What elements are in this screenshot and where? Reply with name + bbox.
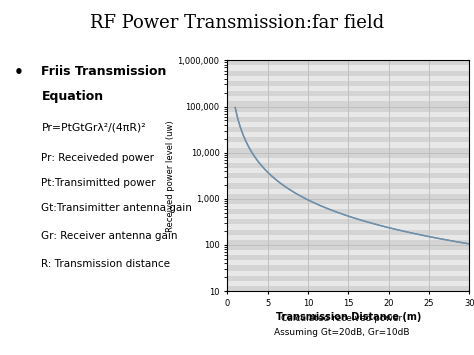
Bar [227, 214, 469, 219]
Bar [227, 137, 469, 142]
Bar [227, 142, 469, 148]
Bar [227, 219, 469, 224]
Bar [227, 102, 469, 106]
Bar [227, 65, 469, 71]
Bar [227, 76, 469, 81]
Bar [227, 245, 469, 250]
Bar [227, 286, 469, 291]
Text: Pt:Transimitted power: Pt:Transimitted power [42, 178, 156, 188]
Text: R: Transmission distance: R: Transmission distance [42, 259, 171, 269]
Bar [227, 271, 469, 276]
Text: Calculated received power: Calculated received power [281, 314, 402, 323]
Bar [227, 276, 469, 281]
Text: Equation: Equation [42, 91, 104, 103]
Text: Assuming Gt=20dB, Gr=10dB: Assuming Gt=20dB, Gr=10dB [273, 328, 409, 337]
Bar [227, 240, 469, 245]
Text: Friis Transmission: Friis Transmission [42, 65, 167, 78]
Bar [227, 158, 469, 163]
Bar [227, 230, 469, 235]
Bar [227, 281, 469, 286]
Bar [227, 255, 469, 260]
Text: Gr: Receiver antenna gain: Gr: Receiver antenna gain [42, 231, 178, 241]
Bar [227, 86, 469, 91]
Bar [227, 96, 469, 102]
Y-axis label: Received power level (uw): Received power level (uw) [166, 120, 175, 231]
Bar [227, 194, 469, 199]
Bar [227, 81, 469, 86]
X-axis label: Transmission Distance (m): Transmission Distance (m) [275, 312, 421, 322]
Bar [227, 91, 469, 96]
Bar [227, 199, 469, 204]
Text: RF Power Transmission:far field: RF Power Transmission:far field [90, 14, 384, 32]
Bar [227, 250, 469, 255]
Bar [227, 173, 469, 178]
Bar [227, 178, 469, 184]
Bar [227, 117, 469, 122]
Bar [227, 111, 469, 117]
Bar [227, 148, 469, 153]
Text: Pr=PtGtGrλ²/(4πR)²: Pr=PtGtGrλ²/(4πR)² [42, 123, 146, 133]
Bar [227, 106, 469, 111]
Bar [227, 184, 469, 189]
Bar [227, 122, 469, 127]
Bar [227, 168, 469, 173]
Bar [227, 266, 469, 271]
Bar [227, 153, 469, 158]
Bar [227, 71, 469, 76]
Bar [227, 189, 469, 194]
Bar [227, 224, 469, 230]
Bar [227, 235, 469, 240]
Bar [227, 209, 469, 214]
Bar [227, 163, 469, 168]
Text: Pr: Receiveded power: Pr: Receiveded power [42, 153, 155, 163]
Bar [227, 204, 469, 209]
Bar [227, 60, 469, 65]
Bar [227, 132, 469, 137]
Text: Gt:Transimitter antenna gain: Gt:Transimitter antenna gain [42, 203, 192, 213]
Text: •: • [13, 65, 23, 80]
Bar [227, 127, 469, 132]
Bar [227, 260, 469, 266]
